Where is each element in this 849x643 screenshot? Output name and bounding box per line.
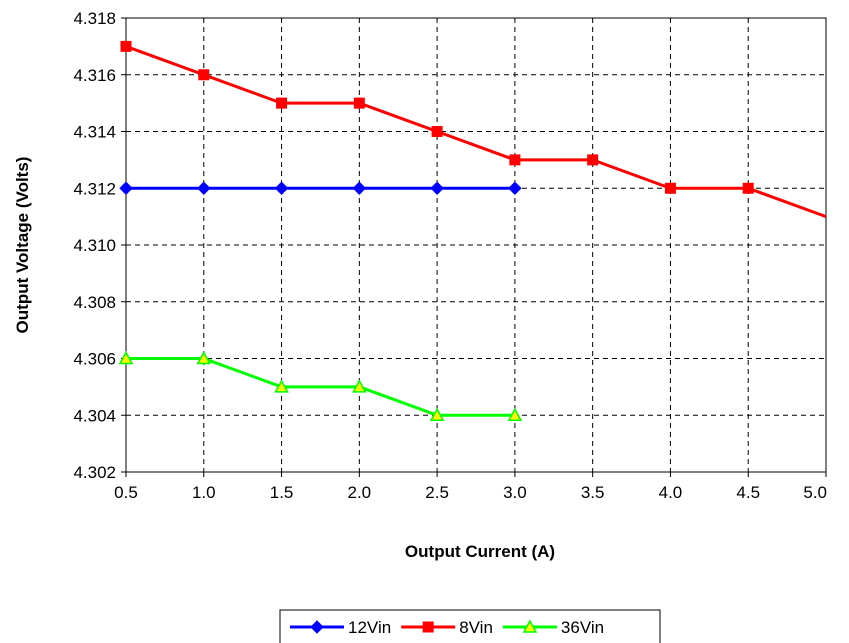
x-tick-label: 4.5 — [736, 483, 760, 502]
x-tick-label: 3.5 — [581, 483, 605, 502]
data-point-8vin — [587, 154, 599, 166]
series-8vin — [120, 40, 827, 219]
series-line-8vin — [125, 44, 827, 219]
legend-item-36vin: 36Vin — [502, 618, 604, 637]
series-layer — [118, 40, 827, 421]
x-tick-label: 5.0 — [803, 483, 827, 502]
data-point-8vin — [742, 182, 754, 194]
y-tick-label: 4.310 — [73, 236, 116, 255]
data-point-12vin — [352, 181, 367, 195]
data-point-36vin — [118, 350, 134, 365]
data-point-36vin — [274, 379, 289, 393]
y-tick-label: 4.312 — [73, 179, 116, 198]
y-tick-label: 4.308 — [73, 293, 116, 312]
data-point-12vin — [119, 181, 133, 195]
data-point-8vin — [431, 126, 443, 137]
series-line-36vin — [126, 357, 515, 417]
data-point-36vin — [352, 379, 367, 393]
x-axis-ticks: 0.5 1.0 1.5 2.0 2.5 3.0 3.5 4.0 4.5 5.0 — [114, 472, 827, 502]
x-tick-label: 1.5 — [270, 483, 294, 502]
data-point-8vin — [664, 182, 676, 194]
data-point-12vin — [508, 181, 522, 195]
y-tick-label: 4.314 — [73, 123, 116, 142]
data-point-36vin — [507, 407, 523, 421]
data-point-12vin — [430, 181, 444, 195]
legend-item-12vin: 12Vin — [290, 618, 391, 637]
y-tick-label: 4.306 — [73, 350, 116, 369]
data-point-8vin — [276, 97, 288, 109]
y-tick-label: 4.316 — [73, 66, 116, 85]
x-tick-label: 4.0 — [659, 483, 683, 502]
x-tick-label: 3.0 — [503, 483, 527, 502]
data-point-36vin — [196, 350, 212, 365]
x-tick-label: 0.5 — [114, 483, 138, 502]
grid-lines — [126, 18, 826, 472]
data-point-8vin — [198, 69, 210, 81]
x-tick-label: 2.5 — [425, 483, 449, 502]
legend-item-8vin: 8Vin — [401, 618, 493, 637]
data-point-12vin — [274, 181, 289, 195]
legend-marker — [422, 621, 434, 633]
series-36vin — [118, 350, 523, 421]
legend-marker — [310, 620, 324, 634]
y-axis-title: Output Voltage (Volts) — [13, 157, 32, 334]
data-point-8vin — [120, 40, 132, 52]
y-axis-ticks: 4.302 4.304 4.306 4.308 4.310 4.312 4.314 4.316… — [73, 9, 126, 482]
x-tick-label: 2.0 — [348, 483, 372, 502]
x-axis-title: Output Current (A) — [405, 542, 555, 561]
legend-marker — [522, 619, 538, 633]
series-12vin — [119, 181, 522, 195]
data-point-12vin — [197, 181, 211, 195]
legend: 12Vin 8Vin 36Vin — [279, 609, 661, 643]
data-point-36vin — [429, 407, 445, 421]
data-point-8vin — [353, 97, 365, 109]
legend-label: 8Vin — [459, 618, 493, 637]
y-tick-label: 4.302 — [73, 463, 116, 482]
legend-label: 12Vin — [348, 618, 391, 637]
legend-label: 36Vin — [561, 618, 604, 637]
data-point-8vin — [509, 154, 521, 166]
y-tick-label: 4.318 — [73, 9, 116, 28]
y-tick-label: 4.304 — [73, 406, 116, 425]
x-tick-label: 1.0 — [192, 483, 216, 502]
